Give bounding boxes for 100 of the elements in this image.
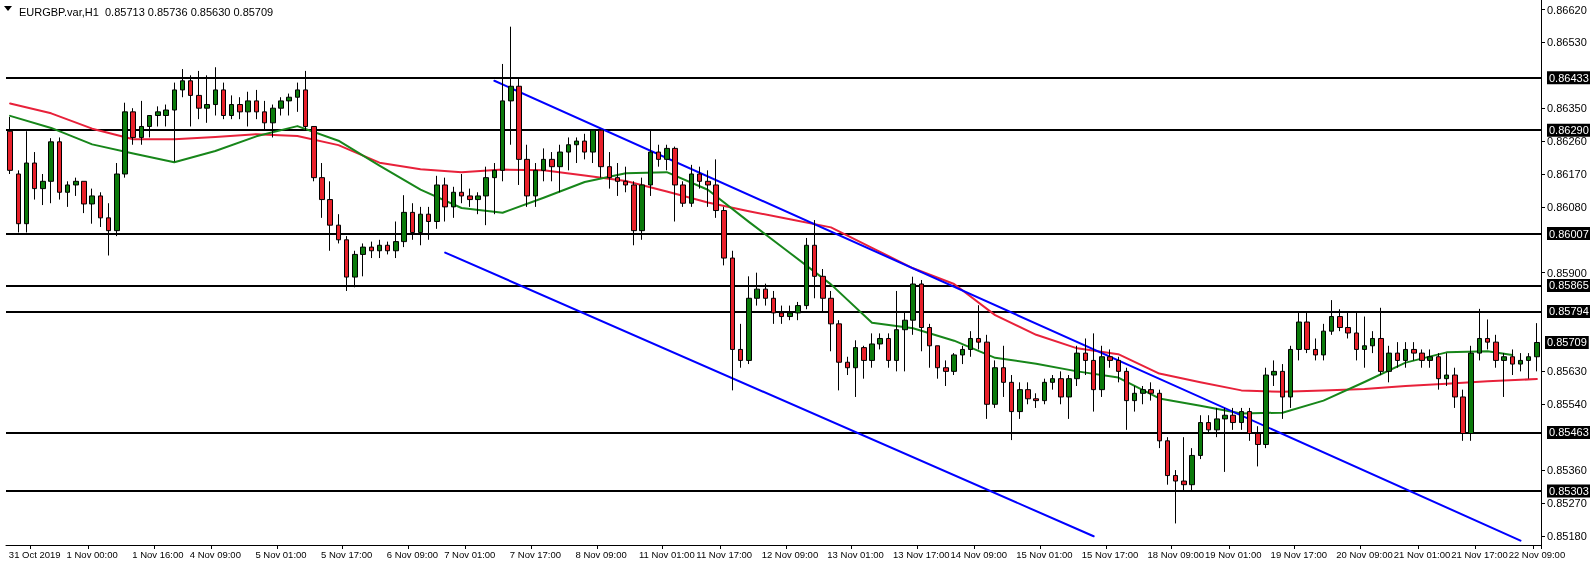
candlestick (845, 356, 850, 376)
candlestick (1033, 392, 1039, 409)
candlestick (1444, 352, 1449, 387)
x-tick-label: 13 Nov 01:00 (827, 548, 884, 560)
candlestick (1452, 367, 1458, 409)
x-tick-label: 22 Nov 09:00 (1508, 548, 1566, 560)
candlestick (278, 96, 284, 117)
x-tick-label: 8 Nov 09:00 (575, 548, 627, 560)
candlestick (582, 133, 587, 160)
candlestick (434, 175, 440, 230)
y-tick-label: 0.86260 (1547, 135, 1587, 148)
candlestick (549, 151, 555, 182)
candlestick (1370, 330, 1375, 354)
candlestick (1427, 348, 1433, 369)
x-tick-label: 21 Nov 17:00 (1451, 548, 1508, 560)
candlestick (1140, 385, 1146, 405)
candlestick (869, 332, 875, 369)
candlestick (1148, 381, 1154, 402)
candlestick (877, 332, 883, 350)
x-tick-label: 21 Nov 01:00 (1393, 548, 1451, 560)
candlestick (1411, 341, 1417, 361)
candlestick (656, 144, 661, 168)
candlestick (1419, 348, 1425, 369)
x-tick-label: 5 Nov 01:00 (255, 548, 307, 560)
candlestick (1403, 341, 1408, 369)
candlestick (467, 188, 473, 208)
candlestick (32, 151, 37, 201)
x-tick-label: 12 Nov 09:00 (761, 548, 819, 560)
candlestick (574, 136, 579, 164)
candlestick (1485, 318, 1490, 350)
candlestick (836, 319, 842, 391)
candlestick (245, 91, 251, 127)
y-tick-label: 0.85270 (1547, 496, 1587, 509)
y-tick-label: 0.86080 (1547, 200, 1587, 213)
candlestick (254, 89, 259, 120)
candlestick (155, 105, 161, 127)
ref-line-label: 0.85794 (1549, 305, 1589, 318)
candlestick (492, 162, 497, 215)
candlestick (295, 82, 300, 113)
y-tick-label: 0.85630 (1547, 365, 1587, 378)
candlestick (1230, 407, 1236, 431)
candlestick (664, 144, 670, 171)
candlestick (1074, 345, 1080, 387)
candlestick (89, 188, 95, 225)
candlestick (286, 93, 292, 117)
x-tick-label: 31 Oct 2019 (8, 548, 61, 560)
candlestick (475, 191, 481, 215)
x-tick-label: 1 Nov 00:00 (66, 548, 118, 560)
x-tick-label: 15 Nov 01:00 (1016, 548, 1073, 560)
candlestick (672, 146, 678, 223)
y-tick-label: 0.86530 (1547, 36, 1587, 49)
candlestick (459, 173, 464, 204)
candlestick (1288, 345, 1293, 409)
x-tick-label: 18 Nov 09:00 (1147, 548, 1204, 560)
candlestick (951, 352, 957, 376)
y-tick-label: 0.86170 (1547, 167, 1587, 180)
candlestick (1001, 345, 1006, 398)
candlestick (483, 166, 489, 226)
candlestick (1124, 367, 1129, 431)
x-tick-label: 19 Nov 17:00 (1270, 548, 1328, 560)
text: EURGBP.var,H1 0.85713 0.85736 0.85630 0.85709 (19, 5, 274, 18)
candlestick (992, 359, 998, 409)
y-tick-label: 0.86620 (1547, 3, 1587, 16)
candlestick (1132, 385, 1137, 413)
candlestick (319, 162, 325, 219)
candlestick (968, 330, 973, 358)
candlestick (1058, 370, 1064, 405)
x-tick-label: 19 Nov 01:00 (1204, 548, 1262, 560)
candlestick (442, 177, 448, 223)
candlestick (237, 96, 243, 120)
candlestick (935, 345, 940, 380)
x-tick-label: 7 Nov 01:00 (444, 548, 496, 560)
candlestick (960, 345, 965, 365)
candlestick (163, 104, 169, 127)
candlestick (607, 151, 612, 190)
candlestick (697, 166, 702, 190)
candlestick (566, 136, 571, 171)
candlestick (1165, 436, 1170, 486)
x-tick-label: 20 Nov 09:00 (1336, 548, 1393, 560)
x-tick-label: 15 Nov 17:00 (1081, 548, 1139, 560)
x-tick-label: 5 Nov 17:00 (321, 548, 373, 560)
candlestick (1518, 352, 1523, 372)
candlestick (81, 180, 87, 214)
x-tick-label: 7 Nov 17:00 (509, 548, 562, 560)
candlestick (1066, 374, 1072, 420)
candlestick (541, 147, 546, 182)
candlestick (1050, 374, 1055, 391)
candlestick (1042, 378, 1047, 405)
ref-line-label: 0.85865 (1549, 279, 1589, 292)
candlestick (1526, 352, 1531, 380)
candlestick (65, 180, 70, 208)
y-tick-label: 0.86350 (1547, 102, 1587, 115)
candlestick (1313, 337, 1318, 361)
candlestick (57, 136, 62, 201)
candlestick (886, 332, 891, 369)
ref-line-label: 0.86007 (1549, 227, 1589, 240)
candlestick (705, 169, 711, 208)
y-tick-label: 0.85540 (1547, 398, 1587, 411)
x-tick-label: 11 Nov 17:00 (696, 548, 753, 560)
candlestick (689, 164, 694, 208)
